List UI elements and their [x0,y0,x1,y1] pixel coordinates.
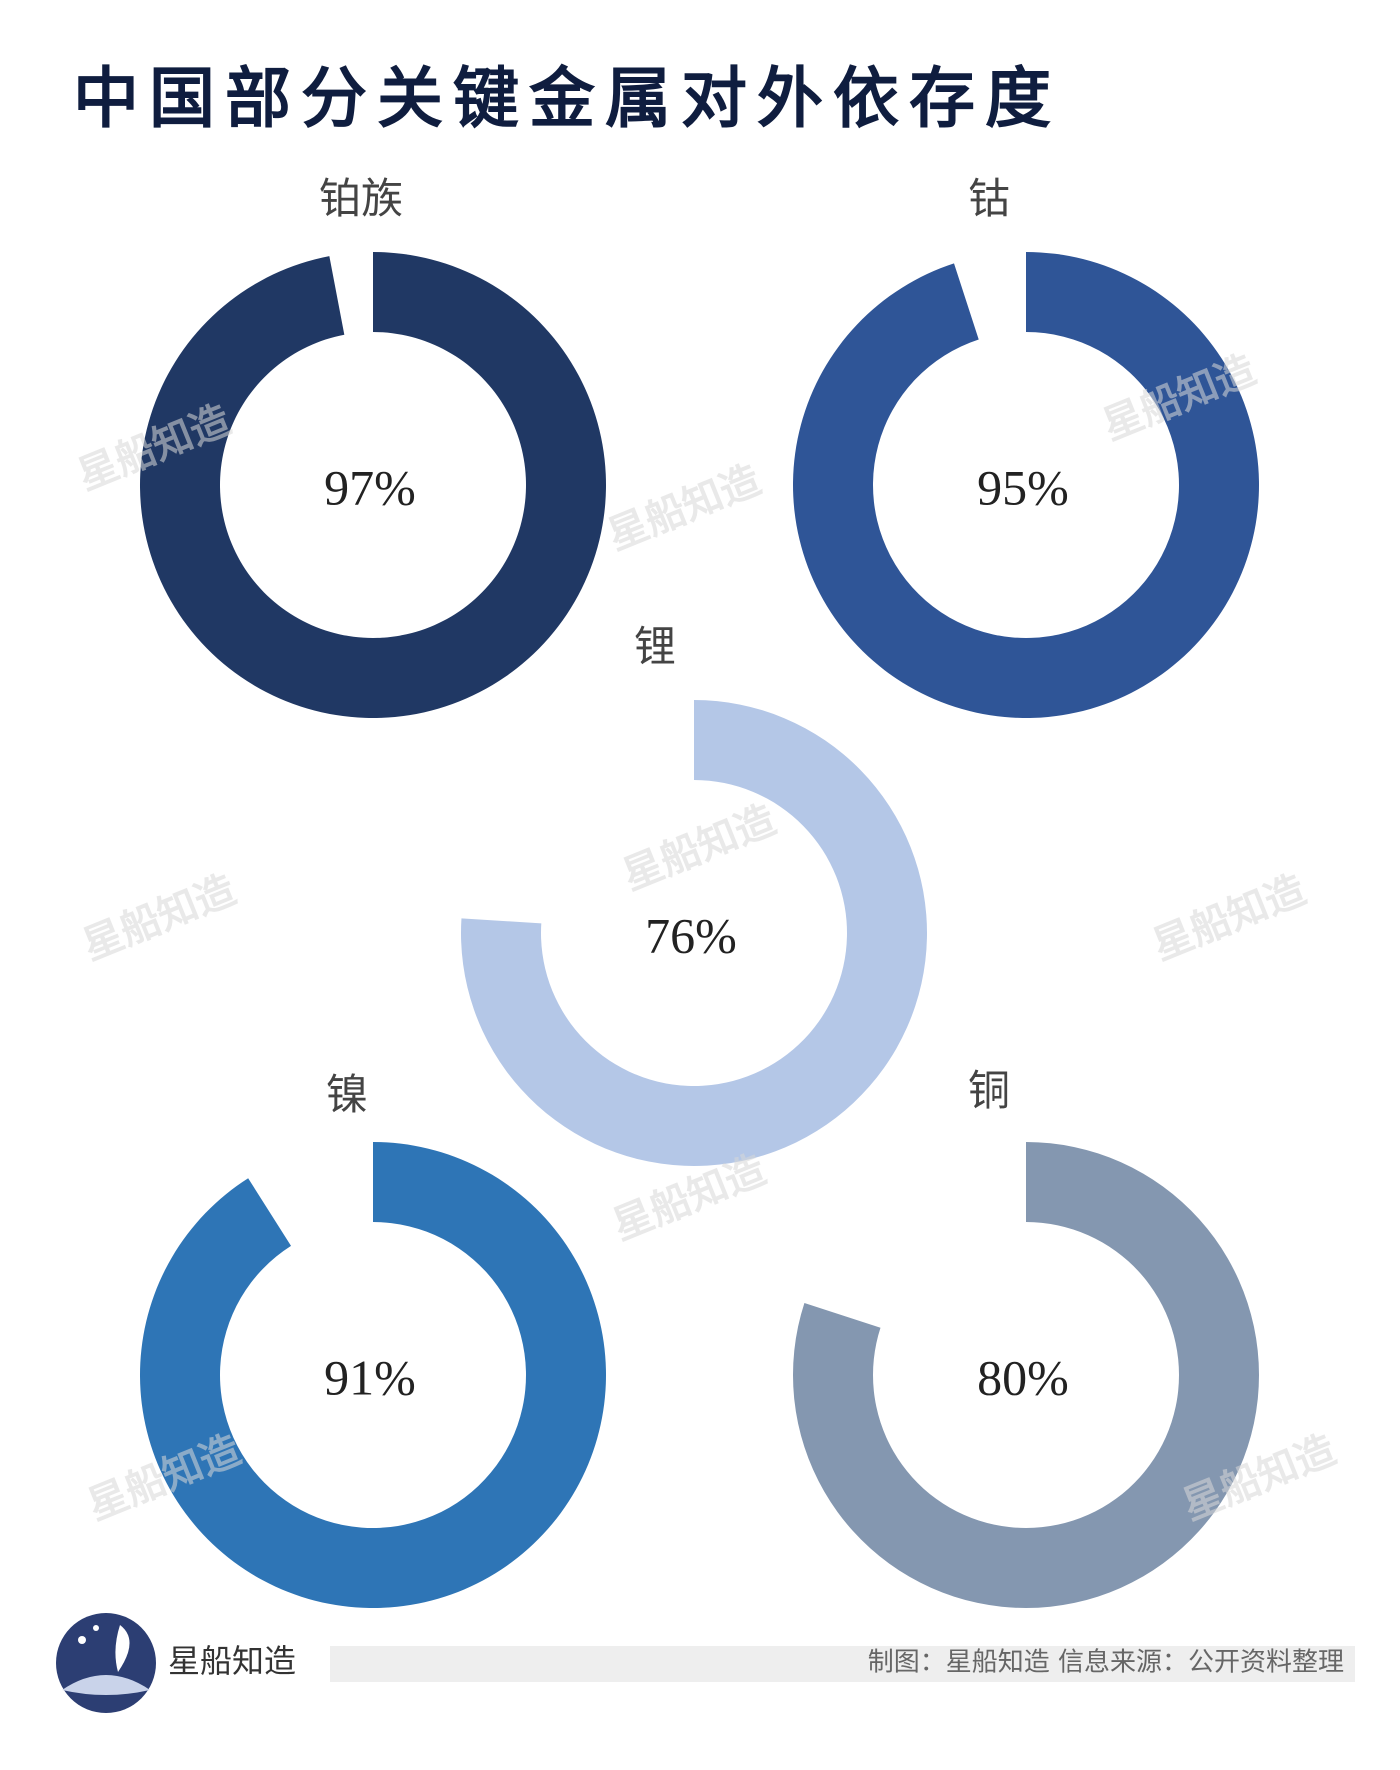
footer-bar [330,1646,1355,1682]
chart-title: 铂族 [319,174,403,223]
value-label: 91% [324,1349,416,1405]
watermark: 星船知造 [76,867,242,970]
donut-arc [792,1142,1259,1608]
logo-wave [62,1675,150,1695]
value-label: 95% [977,459,1069,515]
value-label: 97% [324,459,416,515]
value-label: 80% [977,1349,1069,1405]
donut-arc [461,700,927,1166]
watermark: 星船知造 [601,457,767,560]
footer-brand: 星船知造 [168,1642,296,1680]
logo-star [78,1636,86,1644]
charts: 铂族 97% 钴 95% 锂 76% 镍 91% 铜 80% [139,174,1260,1608]
donut-arc [793,252,1260,718]
chart-title: 铜 [968,1066,1010,1115]
chart-title: 钴 [968,174,1010,223]
footer-credit: 制图：星船知造 信息来源：公开资料整理 [868,1648,1344,1678]
chart-title: 镍 [326,1070,368,1119]
donut-arc [139,252,607,718]
donut-arc [139,1142,606,1608]
page-title: 中国部分关键金属对外依存度 [73,60,1061,137]
value-label: 76% [645,907,737,963]
logo-feather [115,1625,130,1672]
watermark: 星船知造 [616,797,782,900]
logo-star [93,1625,99,1631]
chart-title: 锂 [634,622,676,671]
logo [56,1613,156,1713]
watermark: 星船知造 [1146,867,1312,970]
